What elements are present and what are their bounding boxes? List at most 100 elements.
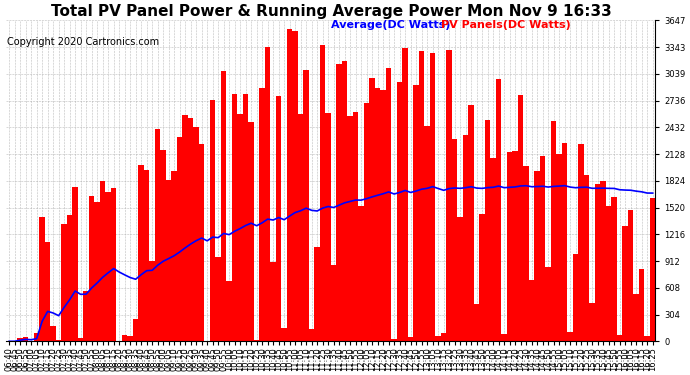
Bar (133, 319, 139, 341)
Bar (50, 326, 56, 341)
Bar (584, 175, 589, 341)
Bar (502, 334, 507, 341)
Bar (61, 224, 67, 341)
Bar (326, 113, 331, 341)
Bar (611, 197, 617, 341)
Title: Total PV Panel Power & Running Average Power Mon Nov 9 16:33: Total PV Panel Power & Running Average P… (50, 4, 611, 19)
Bar (188, 118, 193, 341)
Bar (567, 332, 573, 341)
Bar (556, 154, 562, 341)
Bar (380, 90, 386, 341)
Bar (226, 281, 232, 341)
Bar (237, 114, 243, 341)
Bar (441, 333, 446, 341)
Bar (248, 122, 254, 341)
Bar (650, 198, 656, 341)
Bar (309, 330, 315, 341)
Bar (215, 257, 221, 341)
Bar (193, 127, 199, 341)
Bar (480, 213, 485, 341)
Bar (485, 120, 491, 341)
Text: Average(DC Watts): Average(DC Watts) (331, 20, 451, 30)
Bar (259, 88, 265, 341)
Bar (72, 187, 78, 341)
Bar (298, 114, 304, 341)
Bar (270, 262, 276, 341)
Bar (182, 115, 188, 341)
Bar (221, 71, 226, 341)
Bar (430, 53, 435, 341)
Bar (419, 51, 424, 341)
Bar (529, 280, 535, 341)
Bar (304, 70, 309, 341)
Bar (122, 334, 128, 341)
Bar (106, 192, 111, 341)
Bar (128, 336, 133, 341)
Bar (342, 61, 348, 341)
Bar (83, 291, 89, 341)
Text: Copyright 2020 Cartronics.com: Copyright 2020 Cartronics.com (7, 37, 159, 47)
Bar (78, 338, 83, 341)
Bar (578, 144, 584, 341)
Bar (150, 261, 155, 341)
Bar (463, 135, 469, 341)
Text: PV Panels(DC Watts): PV Panels(DC Watts) (441, 20, 571, 30)
Bar (474, 304, 480, 341)
Bar (524, 166, 529, 341)
Bar (23, 337, 28, 341)
Bar (171, 171, 177, 341)
Bar (282, 328, 287, 341)
Bar (56, 340, 61, 341)
Bar (551, 122, 556, 341)
Bar (496, 79, 502, 341)
Bar (320, 45, 326, 341)
Bar (633, 294, 639, 341)
Bar (100, 182, 106, 341)
Bar (386, 68, 391, 341)
Bar (397, 82, 402, 341)
Bar (144, 170, 150, 341)
Bar (589, 303, 595, 341)
Bar (243, 93, 248, 341)
Bar (111, 188, 117, 341)
Bar (337, 63, 342, 341)
Bar (67, 215, 72, 341)
Bar (573, 254, 578, 341)
Bar (276, 96, 282, 341)
Bar (232, 94, 237, 341)
Bar (617, 335, 622, 341)
Bar (89, 196, 95, 341)
Bar (353, 112, 358, 341)
Bar (315, 247, 320, 341)
Bar (413, 85, 419, 341)
Bar (39, 217, 45, 341)
Bar (435, 336, 441, 341)
Bar (507, 153, 513, 341)
Bar (331, 266, 337, 341)
Bar (358, 206, 364, 341)
Bar (622, 226, 628, 341)
Bar (600, 182, 606, 341)
Bar (348, 116, 353, 341)
Bar (491, 158, 496, 341)
Bar (446, 50, 452, 341)
Bar (639, 270, 644, 341)
Bar (644, 336, 650, 341)
Bar (375, 88, 380, 341)
Bar (628, 210, 633, 341)
Bar (469, 105, 474, 341)
Bar (45, 242, 50, 341)
Bar (424, 126, 430, 341)
Bar (595, 184, 600, 341)
Bar (606, 207, 611, 341)
Bar (391, 339, 397, 341)
Bar (518, 95, 524, 341)
Bar (293, 31, 298, 341)
Bar (562, 143, 567, 341)
Bar (545, 267, 551, 341)
Bar (287, 29, 293, 341)
Bar (540, 156, 545, 341)
Bar (95, 202, 100, 341)
Bar (513, 151, 518, 341)
Bar (160, 150, 166, 341)
